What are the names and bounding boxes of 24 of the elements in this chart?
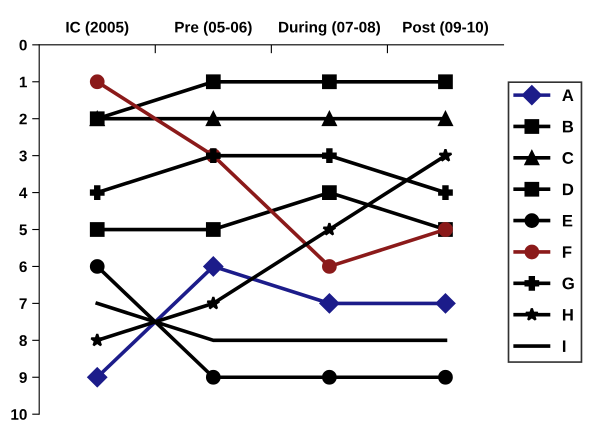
y-tick-label: 7 [20,298,27,309]
legend-label: C [562,152,574,164]
y-tick-label: 8 [19,335,27,346]
y-tick-label: 2 [19,114,27,124]
legend-label: F [562,246,572,258]
y-tick-label: 4 [19,188,28,198]
legend-label: G [562,278,574,290]
x-tick-label: Post (09-10) [403,21,488,36]
x-tick-label: IC (2005) [66,21,128,36]
legend-label: A [562,89,574,101]
x-tick-label: During (07-08) [279,21,380,36]
y-tick-label: 1 [20,76,27,88]
y-tick-label: 10 [11,409,27,420]
y-tick-label: 9 [19,372,27,383]
legend-label: E [562,214,572,226]
y-tick-label: 0 [20,40,27,51]
y-tick-label: 6 [19,261,27,272]
legend-label: I [562,340,566,352]
legend-label: D [562,184,574,196]
legend-label: B [562,120,574,132]
x-tick-label: Pre (05-06) [175,21,252,36]
legend-label: H [562,309,573,321]
y-tick-label: 5 [19,224,27,236]
y-tick-label: 3 [19,150,27,162]
